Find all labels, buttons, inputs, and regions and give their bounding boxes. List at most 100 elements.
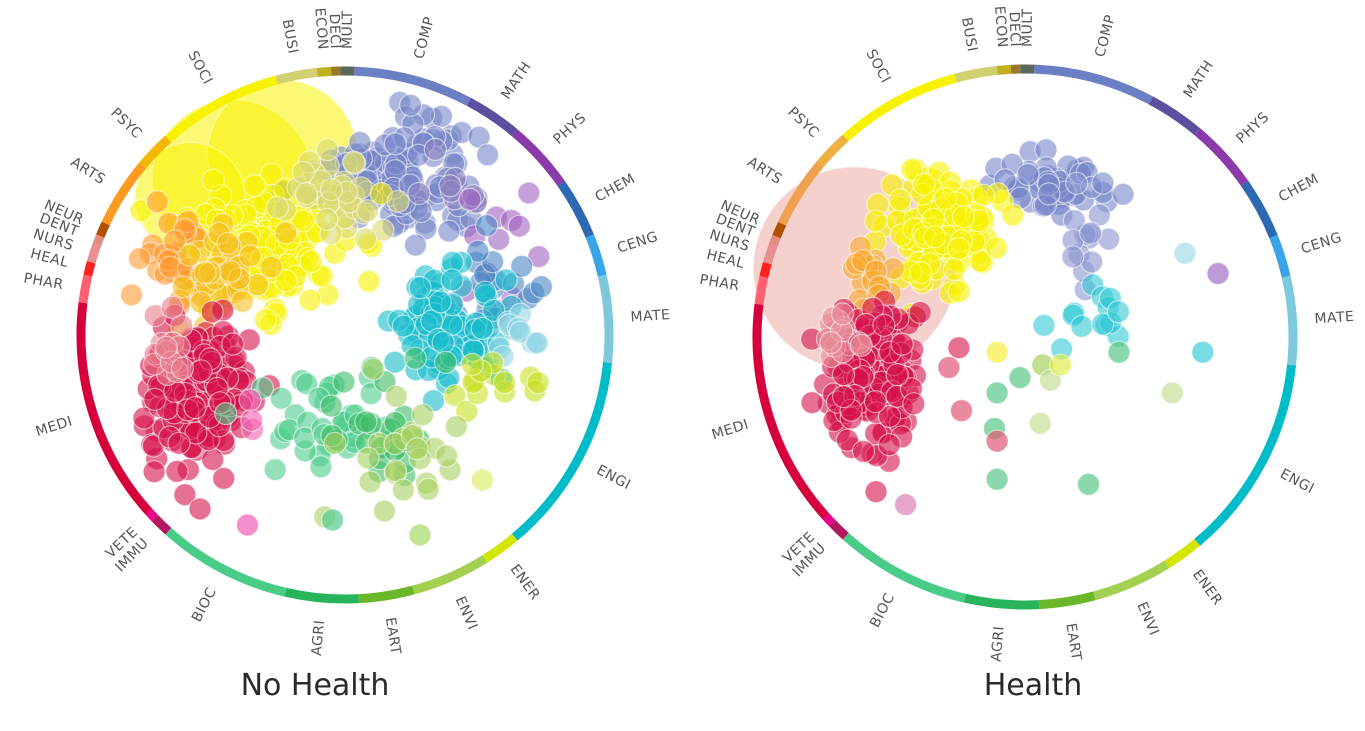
- bubble-comp[interactable]: [437, 219, 461, 243]
- bubble-psyc[interactable]: [230, 289, 254, 314]
- bubble-busi[interactable]: [315, 207, 339, 231]
- bubble-soci[interactable]: [274, 269, 298, 293]
- bubble-agri[interactable]: [403, 346, 427, 370]
- ring-segment-busi[interactable]: [954, 65, 998, 83]
- bubble-agri[interactable]: [354, 410, 378, 434]
- ring-segment-math[interactable]: [466, 97, 518, 137]
- bubble-medi[interactable]: [835, 428, 859, 452]
- bubble-nurs[interactable]: [819, 331, 843, 355]
- bubble-chem[interactable]: [1032, 313, 1056, 337]
- ring-segment-medi[interactable]: [752, 303, 830, 520]
- ring-segment-eart[interactable]: [358, 585, 415, 604]
- bubble-comp[interactable]: [1091, 171, 1115, 195]
- bubble-busi[interactable]: [265, 195, 289, 220]
- bubble-medi[interactable]: [188, 497, 212, 521]
- bubble-engi[interactable]: [408, 276, 432, 300]
- bubble-medi[interactable]: [183, 396, 207, 420]
- bubble-chem[interactable]: [475, 214, 499, 238]
- bubble-busi[interactable]: [315, 138, 339, 162]
- bubble-medi[interactable]: [221, 332, 245, 356]
- bubble-medi[interactable]: [878, 404, 902, 428]
- bubble-soci[interactable]: [923, 225, 947, 249]
- bubble-soci[interactable]: [909, 261, 933, 285]
- bubble-busi[interactable]: [319, 178, 343, 202]
- bubble-medi[interactable]: [863, 390, 887, 414]
- bubble-envi[interactable]: [358, 470, 382, 494]
- bubble-medi[interactable]: [985, 429, 1009, 453]
- ring-segment-heal[interactable]: [83, 260, 96, 277]
- bubble-vete[interactable]: [238, 388, 262, 412]
- bubble-ener[interactable]: [470, 468, 495, 492]
- ring-segment-vete[interactable]: [822, 513, 836, 527]
- bubble-ener[interactable]: [493, 370, 517, 395]
- bubble-medi[interactable]: [142, 460, 166, 484]
- bubble-arts[interactable]: [127, 247, 152, 271]
- ring-segment-engi[interactable]: [1194, 364, 1297, 546]
- bubble-mate[interactable]: [525, 331, 549, 355]
- bubble-medi[interactable]: [949, 399, 974, 423]
- ring-segment-chem[interactable]: [1240, 180, 1278, 239]
- bubble-busi[interactable]: [354, 227, 378, 251]
- bubble-ener[interactable]: [443, 384, 467, 408]
- bubble-soci[interactable]: [912, 172, 936, 196]
- bubble-phys[interactable]: [517, 181, 541, 205]
- ring-segment-comp[interactable]: [354, 66, 472, 106]
- ring-segment-mate[interactable]: [597, 274, 614, 364]
- bubble-soci[interactable]: [985, 236, 1009, 260]
- ring-segment-immu[interactable]: [828, 520, 849, 540]
- bubble-medi[interactable]: [201, 447, 225, 472]
- bubble-agri[interactable]: [332, 370, 356, 394]
- ring-segment-agri[interactable]: [963, 593, 1040, 610]
- ring-segment-mate[interactable]: [1281, 275, 1298, 366]
- bubble-vete[interactable]: [235, 513, 260, 537]
- bubble-bioc[interactable]: [309, 455, 333, 479]
- bubble-medi[interactable]: [947, 336, 971, 360]
- bubble-vete[interactable]: [894, 493, 918, 517]
- bubble-soci[interactable]: [357, 269, 381, 293]
- bubble-envi[interactable]: [416, 477, 440, 501]
- ring-segment-econ[interactable]: [996, 64, 1012, 75]
- bubble-medi[interactable]: [937, 355, 961, 380]
- bubble-medi[interactable]: [143, 387, 167, 411]
- bubble-busi[interactable]: [356, 199, 380, 223]
- bubble-engi[interactable]: [428, 290, 452, 314]
- bubble-envi[interactable]: [384, 384, 408, 408]
- ring-segment-medi[interactable]: [76, 302, 153, 515]
- bubble-engi[interactable]: [391, 314, 415, 338]
- bubble-comp[interactable]: [476, 143, 500, 167]
- bubble-ener[interactable]: [1048, 353, 1073, 377]
- bubble-soci[interactable]: [1001, 203, 1025, 227]
- ring-segment-dent[interactable]: [92, 234, 105, 247]
- bubble-medi[interactable]: [200, 300, 224, 324]
- bubble-agri[interactable]: [434, 350, 458, 374]
- bubble-engi[interactable]: [431, 330, 455, 355]
- ring-segment-phys[interactable]: [511, 129, 565, 187]
- bubble-bioc[interactable]: [1008, 366, 1032, 390]
- bubble-soci[interactable]: [298, 288, 322, 312]
- bubble-soci[interactable]: [933, 187, 957, 211]
- bubble-comp[interactable]: [399, 93, 423, 117]
- ring-segment-immu[interactable]: [151, 515, 172, 535]
- bubble-arts[interactable]: [145, 190, 169, 214]
- bubble-psyc[interactable]: [274, 221, 298, 245]
- bubble-vete[interactable]: [240, 408, 264, 432]
- ring-segment-comp[interactable]: [1034, 64, 1153, 105]
- bubble-medi[interactable]: [851, 439, 876, 463]
- bubble-bioc[interactable]: [269, 386, 293, 410]
- bubble-mate[interactable]: [508, 320, 533, 344]
- bubble-phys[interactable]: [458, 187, 482, 211]
- bubble-engi[interactable]: [470, 316, 494, 340]
- bubble-comp[interactable]: [1079, 221, 1103, 245]
- ring-segment-soci[interactable]: [165, 75, 278, 143]
- ring-segment-phar[interactable]: [78, 274, 93, 304]
- ring-segment-ener[interactable]: [482, 533, 518, 563]
- bubble-envi[interactable]: [405, 437, 429, 461]
- bubble-soci[interactable]: [299, 250, 323, 274]
- bubble-envi[interactable]: [1028, 411, 1052, 435]
- bubble-soci[interactable]: [947, 236, 971, 261]
- bubble-bioc[interactable]: [263, 458, 287, 482]
- bubble-medi[interactable]: [800, 391, 824, 415]
- bubble-engi[interactable]: [383, 350, 407, 374]
- bubble-nurs[interactable]: [154, 335, 178, 359]
- bubble-agri[interactable]: [1076, 472, 1101, 496]
